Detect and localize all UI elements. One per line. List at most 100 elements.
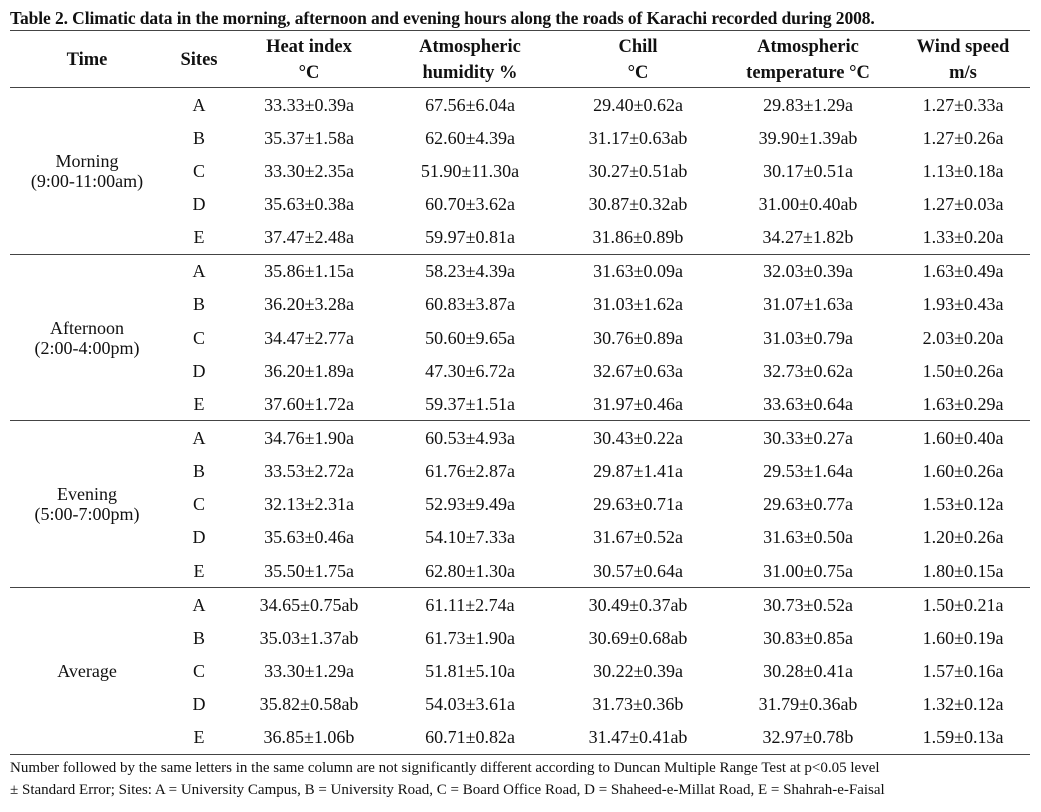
wind-speed-cell: 1.50±0.26a [922, 360, 1004, 381]
temperature-cell: 30.73±0.52a [763, 594, 853, 615]
header-row: Time Sites Heat index °C Atmospheric hum… [10, 30, 1030, 88]
temperature-cell: 32.03±0.39a [763, 261, 853, 282]
heat-index-cell: 36.20±3.28a [264, 294, 354, 315]
heat-index-cell: 35.37±1.58a [264, 127, 354, 148]
table-row: B 33.53±2.72a 61.76±2.87a 29.87±1.41a 29.53±… [10, 455, 1030, 488]
wind-speed-cell: 1.27±0.26a [922, 127, 1004, 148]
chill-cell: 30.57±0.64a [593, 560, 683, 581]
table-footnotes: Number followed by the same letters in t… [10, 755, 1030, 801]
temperature-cell: 29.83±1.29a [763, 94, 853, 115]
site-cell: E [193, 227, 205, 248]
humidity-cell: 51.81±5.10a [425, 660, 515, 681]
chill-cell: 31.97±0.46a [593, 393, 683, 414]
document: Table 2. Climatic data in the morning, a… [10, 0, 1030, 801]
temperature-cell: 39.90±1.39ab [758, 127, 858, 148]
site-cell: E [193, 727, 205, 748]
temperature-cell: 31.63±0.50a [763, 527, 853, 548]
heat-index-cell: 35.86±1.15a [264, 261, 354, 282]
site-cell: A [192, 94, 206, 115]
temperature-cell: 31.07±1.63a [763, 294, 853, 315]
temperature-cell: 30.17±0.51a [763, 160, 853, 181]
chill-cell: 31.03±1.62a [593, 294, 683, 315]
chill-cell: 30.76±0.89a [593, 327, 683, 348]
chill-cell: 31.47±0.41ab [588, 727, 688, 748]
heat-index-cell: 34.65±0.75ab [259, 594, 359, 615]
chill-cell: 31.73±0.36b [592, 694, 684, 715]
site-cell: A [192, 261, 206, 282]
humidity-cell: 58.23±4.39a [425, 261, 515, 282]
heat-index-cell: 33.53±2.72a [264, 461, 354, 482]
heat-index-cell: 34.76±1.90a [264, 427, 354, 448]
header-heat-index: Heat index °C [266, 37, 352, 83]
time-period-label: Morning [55, 150, 119, 171]
time-period-cell: Average [10, 588, 164, 755]
table-row: D 35.63±0.46a 54.10±7.33a 31.67±0.52a 31.63±… [10, 521, 1030, 554]
humidity-cell: 60.83±3.87a [425, 294, 515, 315]
time-period-hours: (9:00-11:00am) [30, 170, 144, 191]
temperature-cell: 33.63±0.64a [763, 393, 853, 414]
chill-cell: 31.17±0.63ab [588, 127, 688, 148]
site-cell: D [192, 527, 206, 548]
temperature-cell: 30.28±0.41a [763, 660, 853, 681]
wind-speed-cell: 1.60±0.19a [922, 627, 1004, 648]
header-chill: Chill °C [618, 37, 658, 83]
wind-speed-cell: 1.93±0.43a [922, 294, 1004, 315]
chill-cell: 31.67±0.52a [593, 527, 683, 548]
chill-cell: 30.22±0.39a [593, 660, 683, 681]
temperature-cell: 30.33±0.27a [763, 427, 853, 448]
site-cell: B [192, 294, 205, 315]
header-time: Time [66, 50, 108, 70]
chill-cell: 30.87±0.32ab [588, 193, 688, 214]
table-row: D 35.63±0.38a 60.70±3.62a 30.87±0.32ab 31.00… [10, 187, 1030, 220]
time-period-hours: (5:00-7:00pm) [34, 504, 140, 525]
table-caption: Table 2. Climatic data in the morning, a… [10, 8, 875, 28]
site-cell: A [192, 427, 206, 448]
table-row: D 35.82±0.58ab 54.03±3.61a 31.73±0.36b 31.79… [10, 688, 1030, 721]
site-cell: C [192, 160, 205, 181]
temperature-cell: 34.27±1.82b [762, 227, 854, 248]
wind-speed-cell: 1.59±0.13a [922, 727, 1004, 748]
site-cell: C [192, 660, 205, 681]
site-cell: A [192, 594, 206, 615]
heat-index-cell: 36.85±1.06b [263, 727, 355, 748]
heat-index-cell: 37.47±2.48a [264, 227, 354, 248]
humidity-cell: 61.76±2.87a [425, 461, 515, 482]
table-row: Evening (5:00-7:00pm) A 34.76±1.90a 60.53±4.… [10, 421, 1030, 524]
site-cell: B [192, 627, 205, 648]
chill-cell: 29.87±1.41a [593, 461, 683, 482]
wind-speed-cell: 1.27±0.33a [922, 94, 1004, 115]
time-period-cell: Morning (9:00-11:00am) [10, 88, 164, 255]
humidity-cell: 67.56±6.04a [425, 94, 515, 115]
wind-speed-cell: 1.13±0.18a [922, 160, 1004, 181]
site-cell: D [192, 360, 206, 381]
site-cell: B [192, 127, 205, 148]
site-cell: D [192, 193, 206, 214]
temperature-cell: 31.00±0.40ab [758, 193, 858, 214]
chill-cell: 29.63±0.71a [593, 494, 683, 515]
temperature-cell: 31.03±0.79a [763, 327, 853, 348]
heat-index-cell: 35.82±0.58ab [259, 694, 359, 715]
site-cell: C [192, 494, 205, 515]
table-row: C 33.30±1.29a 51.81±5.10a 30.22±0.39a 30.28±… [10, 654, 1030, 687]
time-period-hours: (2:00-4:00pm) [34, 337, 140, 358]
temperature-cell: 29.53±1.64a [763, 461, 853, 482]
heat-index-cell: 33.33±0.39a [264, 94, 354, 115]
temperature-cell: 32.97±0.78b [762, 727, 854, 748]
table-row: E 35.50±1.75a 62.80±1.30a 30.57±0.64a 31.00±… [10, 554, 1030, 588]
table-row: Morning (9:00-11:00am) A 33.33±0.39a 67.56±6… [10, 88, 1030, 191]
wind-speed-cell: 1.63±0.29a [922, 393, 1004, 414]
humidity-cell: 60.71±0.82a [425, 727, 515, 748]
table-row: E 37.60±1.72a 59.37±1.51a 31.97±0.46a 33.63±… [10, 387, 1030, 421]
humidity-cell: 59.97±0.81a [425, 227, 515, 248]
table-row: B 36.20±3.28a 60.83±3.87a 31.03±1.62a 31.07±… [10, 288, 1030, 321]
table-row: Average A 34.65±0.75ab 61.11±2.74a 30.49±0.3… [10, 588, 1030, 681]
table-row: Afternoon (2:00-4:00pm) A 35.86±1.15a 58.23±… [10, 254, 1030, 357]
chill-cell: 30.49±0.37ab [588, 594, 688, 615]
humidity-cell: 47.30±6.72a [425, 360, 515, 381]
time-period-label: Afternoon [50, 317, 124, 338]
site-cell: E [193, 393, 205, 414]
wind-speed-cell: 1.50±0.21a [922, 594, 1004, 615]
heat-index-cell: 35.63±0.46a [264, 527, 354, 548]
humidity-cell: 60.70±3.62a [425, 193, 515, 214]
temperature-cell: 31.79±0.36ab [758, 694, 858, 715]
